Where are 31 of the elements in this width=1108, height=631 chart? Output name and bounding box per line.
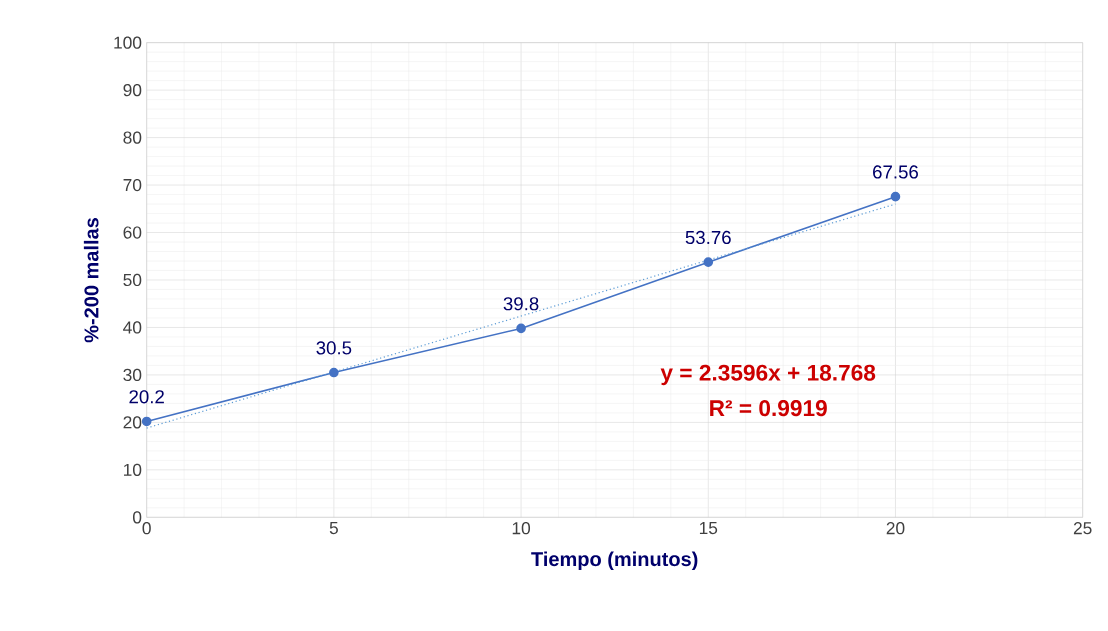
- x-tick-label: 15: [699, 522, 718, 535]
- y-tick-label: 30: [123, 368, 142, 382]
- point: [329, 367, 339, 378]
- x-axis-title: Tiempo (minutos): [531, 551, 698, 571]
- y-tick-label: 50: [123, 274, 142, 287]
- y-tick-label: 40: [123, 321, 142, 334]
- y-tick-label: 80: [123, 131, 142, 144]
- y-tick-label: 20: [123, 416, 142, 429]
- point: [516, 323, 526, 334]
- point: [141, 416, 152, 427]
- y-tick-label: 70: [123, 179, 142, 192]
- data-label: 67.56: [873, 165, 918, 179]
- point: [703, 257, 714, 268]
- y-axis-title: %-200 mallas: [83, 218, 99, 343]
- annotation: R² = 0.9919: [710, 400, 827, 417]
- x-tick-label: 0: [142, 522, 151, 535]
- data-label: 20.2: [129, 390, 164, 404]
- x-tick-label: 20: [886, 522, 905, 535]
- data-label: 53.76: [685, 231, 731, 245]
- x-tick-label: 10: [512, 522, 531, 535]
- y-tick-label: 100: [114, 36, 142, 49]
- y-tick-label: 90: [123, 84, 142, 97]
- y-tick-label: 10: [124, 463, 142, 477]
- y-tick-label: 60: [123, 226, 142, 239]
- x-tick-label: 5: [329, 522, 338, 535]
- data-label: 39.8: [503, 297, 539, 311]
- x-tick-label: 25: [1073, 522, 1092, 535]
- point: [890, 192, 901, 202]
- annotation: y = 2.3596x + 18.768: [660, 364, 876, 386]
- data-label: 30.5: [316, 341, 352, 355]
- y-tick-label: 0: [132, 511, 142, 524]
